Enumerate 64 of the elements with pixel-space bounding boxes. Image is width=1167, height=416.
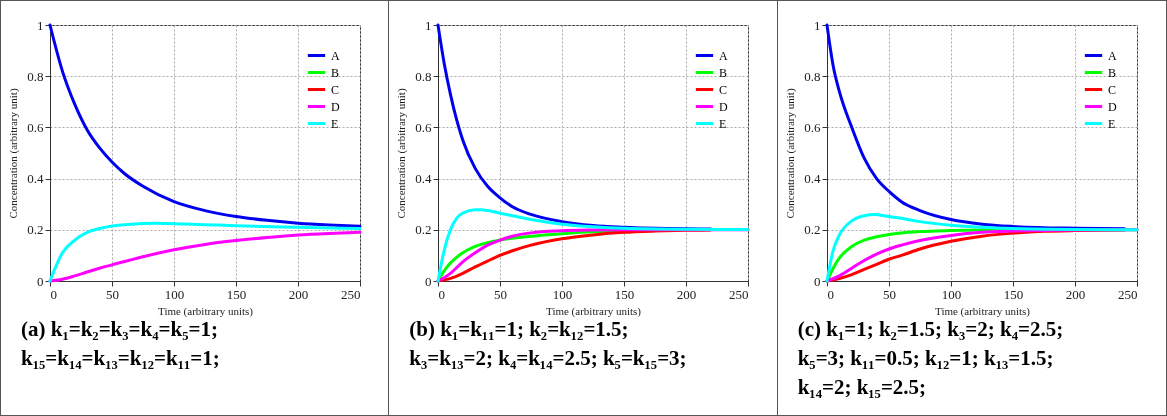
legend-label: C <box>1107 82 1116 97</box>
y-tick-label: 0.2 <box>415 222 432 238</box>
legend-label: A <box>331 48 340 63</box>
x-tick-label: 100 <box>941 286 961 302</box>
y-tick-label: 0.8 <box>27 68 44 84</box>
y-tick-label: 0.6 <box>415 119 433 135</box>
legend-label: B <box>331 65 340 80</box>
x-tick-label: 100 <box>553 286 573 302</box>
y-tick-label: 0.6 <box>803 119 821 135</box>
y-tick-label: 0 <box>425 273 432 289</box>
y-tick-label: 0.4 <box>803 171 821 187</box>
x-tick-label: 100 <box>164 286 185 302</box>
x-axis-title: Time (arbitrary units) <box>546 304 642 318</box>
legend-label: B <box>1107 65 1116 80</box>
x-tick-label: 200 <box>1065 286 1085 302</box>
legend-label: E <box>331 116 339 131</box>
legend-label: E <box>719 116 727 131</box>
y-tick-label: 0 <box>37 273 44 289</box>
text: k₁₅=k₁₄=k₁₃=k₁₂=k₁₁=1; <box>21 345 220 372</box>
y-tick-label: 1 <box>425 17 432 33</box>
text: (b) k₁=k₁₁=1; k₂=k₁₂=1.5; <box>409 317 630 343</box>
y-tick-label: 0.8 <box>803 68 821 84</box>
y-tick-label: 0.8 <box>415 68 432 84</box>
legend-label: D <box>1107 99 1117 114</box>
x-tick-label: 250 <box>1117 286 1138 302</box>
x-tick-label: 250 <box>729 286 749 302</box>
text: k₁₄=2; k₁₅=2.5; <box>797 374 928 401</box>
y-tick-label: 1 <box>813 17 821 33</box>
y-tick-label: 0.4 <box>415 171 433 187</box>
x-tick-label: 0 <box>438 286 446 302</box>
legend-label: D <box>331 99 340 114</box>
y-tick-label: 1 <box>37 17 44 33</box>
y-tick-label: 0.2 <box>27 222 44 238</box>
x-tick-label: 150 <box>226 286 247 302</box>
legend-label: B <box>719 65 728 80</box>
y-axis-title: Concentration (arbitrary unit) <box>783 88 797 219</box>
legend-label: E <box>1107 116 1115 131</box>
y-axis-title: Concentration (arbitrary unit) <box>7 88 21 219</box>
y-tick-label: 0.2 <box>803 222 821 238</box>
text: k₅=3; k₁₁=0.5; k₁₂=1; k₁₃=1.5; <box>797 345 1055 372</box>
text: k₃=k₁₃=2; k₄=k₁₄=2.5; k₅=k₁₅=3; <box>409 345 687 372</box>
x-tick-label: 0 <box>827 286 834 302</box>
x-tick-label: 200 <box>677 286 697 302</box>
x-tick-label: 0 <box>50 286 57 302</box>
y-axis-title: Concentration (arbitrary unit) <box>395 88 409 219</box>
x-tick-label: 50 <box>882 286 896 302</box>
x-tick-label: 200 <box>288 286 309 302</box>
x-tick-label: 50 <box>106 286 119 302</box>
legend-label: C <box>331 82 340 97</box>
text: (c) k₁=1; k₂=1.5; k₃=2; k₄=2.5; <box>797 317 1064 343</box>
x-tick-label: 50 <box>494 286 508 302</box>
x-axis-title: Time (arbitrary units) <box>158 304 254 318</box>
x-tick-label: 250 <box>341 286 361 302</box>
x-tick-label: 150 <box>1003 286 1023 302</box>
x-tick-label: 150 <box>615 286 635 302</box>
legend-label: D <box>719 99 729 114</box>
legend-label: A <box>719 48 729 63</box>
y-tick-label: 0 <box>813 273 821 289</box>
y-tick-label: 0.6 <box>27 119 44 135</box>
legend-label: A <box>1107 48 1117 63</box>
y-tick-label: 0.4 <box>27 171 44 187</box>
legend-label: C <box>719 82 728 97</box>
x-axis-title: Time (arbitrary units) <box>934 304 1030 318</box>
text: (a) k₁=k₂=k₃=k₄=k₅=1; <box>21 317 219 343</box>
